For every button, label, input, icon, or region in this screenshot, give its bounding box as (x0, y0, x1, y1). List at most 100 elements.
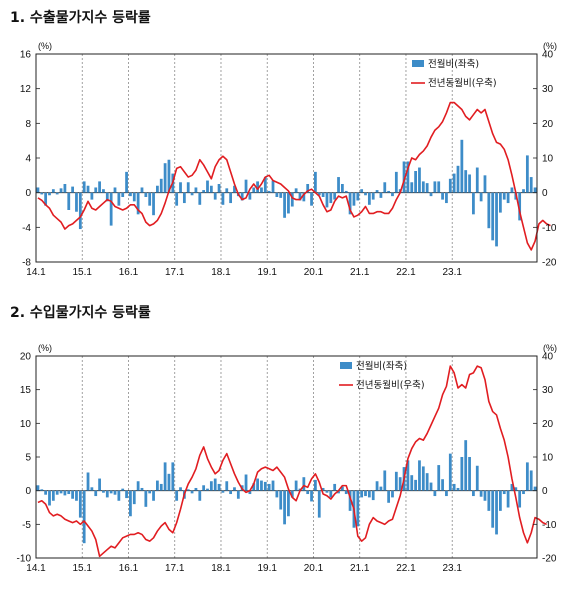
chart2-bar (194, 487, 198, 491)
chart2-bar (356, 490, 360, 527)
chart1-bar (491, 192, 495, 241)
chart1-right-tick-label: 40 (542, 50, 554, 61)
chart1-bar (445, 192, 448, 204)
chart2-x-tick-label: 22.1 (396, 563, 416, 574)
chart2-bar (410, 475, 414, 491)
chart2-bar (252, 483, 256, 491)
chart2-bar (533, 486, 537, 491)
chart2-x-tick-label: 20.1 (304, 563, 324, 574)
chart2-bar (175, 490, 179, 501)
chart1-bar (529, 177, 533, 193)
chart2-bar (441, 479, 444, 491)
chart1-bar (348, 192, 352, 215)
chart1-bar (433, 181, 437, 193)
chart1-x-tick-label: 23.1 (442, 267, 462, 278)
chart1-bar (287, 192, 290, 214)
chart2-x-tick-label: 17.1 (165, 563, 185, 574)
chart2-left-tick-label: 10 (20, 419, 32, 430)
chart2-bar (287, 490, 290, 517)
chart2-bar (499, 490, 502, 511)
chart1-bar (510, 187, 514, 193)
chart1-bar (229, 192, 233, 204)
chart1-bar (51, 189, 55, 193)
chart1-bar (175, 192, 179, 206)
chart2-bar (167, 473, 171, 491)
chart2-bar (425, 473, 429, 491)
chart1-bar (452, 173, 456, 193)
chart1-right-tick-label: 0 (542, 188, 548, 199)
chart2-bar (98, 478, 101, 491)
chart2-bar (364, 490, 367, 497)
chart1-bar (340, 184, 344, 193)
chart1-bar (256, 181, 259, 193)
chart1-bar (329, 192, 333, 204)
chart1-bar (67, 192, 71, 210)
chart1-bar (321, 192, 325, 197)
chart2-bar (40, 489, 44, 491)
chart1-bar (71, 186, 74, 193)
chart1-left-tick-label: -8 (22, 258, 31, 269)
chart2-bar (279, 490, 283, 510)
chart1-bar (129, 192, 132, 197)
chart1-bar (283, 192, 286, 218)
chart2-bar (94, 490, 98, 497)
chart1-bar (217, 184, 221, 193)
chart2-bar (105, 490, 109, 498)
chart2-bar (310, 490, 313, 502)
chart1-bar (391, 192, 394, 197)
chart1-legend-line-label: 전년동월비(우축) (428, 77, 497, 89)
chart2-bar (514, 487, 518, 491)
chart1-bar (267, 190, 271, 193)
chart2-x-tick-label: 16.1 (119, 563, 139, 574)
chart1-bar (44, 192, 48, 206)
chart1-bar (240, 192, 244, 201)
chart2-bar (325, 490, 329, 493)
chart1-bar (117, 192, 121, 206)
chart2-bar (263, 481, 267, 491)
chart2-right-tick-label: 30 (542, 385, 554, 396)
chart2-bar (448, 453, 452, 491)
chart2-bar (233, 487, 236, 491)
chart1-bar (136, 192, 140, 215)
chart1-bar (356, 192, 360, 201)
chart2-bar (275, 490, 279, 498)
chart2-bar (506, 490, 510, 508)
chart1-bar (522, 189, 525, 193)
chart1-bar (148, 192, 152, 206)
chart2-bar (495, 490, 498, 535)
chart1-bar (156, 185, 159, 193)
chart1-bar (279, 192, 283, 198)
chart1-bar (533, 187, 537, 193)
chart2-bar (367, 490, 371, 498)
chart2-bar (67, 490, 71, 495)
chart1-yoy-line (37, 101, 551, 251)
chart2-bar (483, 490, 487, 501)
chart2-bar (317, 490, 321, 518)
chart1-bar (448, 178, 452, 193)
chart1-bar (418, 167, 421, 193)
chart1-bar (275, 192, 279, 197)
chart1-bar (190, 192, 194, 196)
chart2-bar (283, 490, 286, 525)
chart2-bar (418, 460, 421, 491)
chart2-bar (464, 440, 468, 491)
chart1-left-tick-label: -4 (22, 223, 31, 234)
chart1-bar (167, 159, 171, 193)
chart2-bar (48, 490, 51, 506)
chart2-bar (86, 472, 90, 491)
chart2-bar (236, 490, 240, 499)
chart1-bar (325, 192, 329, 208)
chart2-bar (190, 490, 194, 494)
chart2-bar (437, 465, 441, 491)
chart1-bar (387, 190, 391, 193)
chart1-x-tick-label: 14.1 (26, 267, 46, 278)
chart2-bar (487, 490, 491, 511)
chart2-bar (360, 490, 364, 498)
chart2-bar (290, 490, 294, 498)
chart1-bar (429, 192, 433, 197)
chart1-bar (206, 180, 209, 193)
chart1-bar (298, 192, 302, 201)
chart1-bar (144, 192, 148, 197)
chart2-right-tick-label: 10 (542, 453, 554, 464)
chart2-bar (217, 483, 221, 491)
